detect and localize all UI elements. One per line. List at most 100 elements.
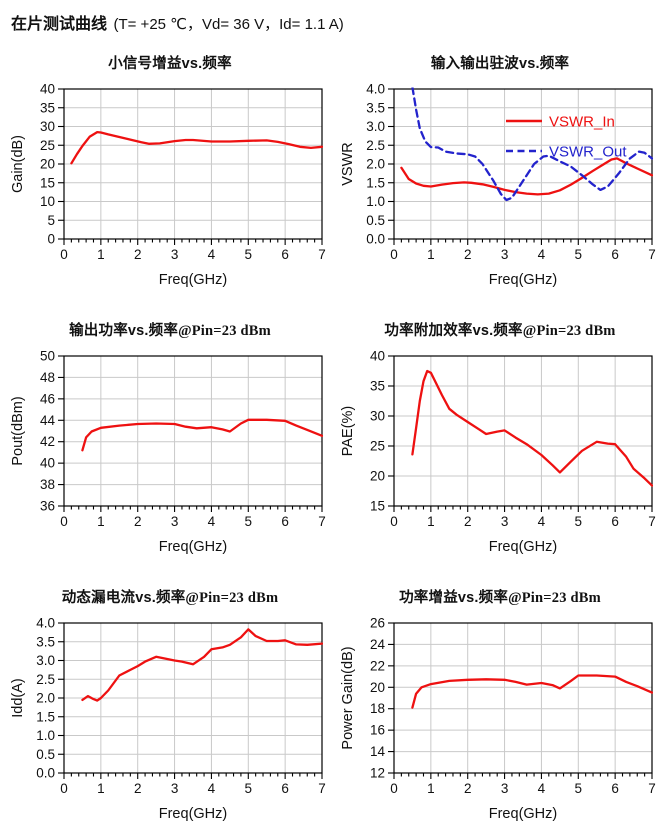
svg-text:7: 7 — [648, 781, 656, 796]
svg-text:3.5: 3.5 — [36, 634, 55, 649]
svg-text:2: 2 — [464, 514, 472, 529]
svg-text:25: 25 — [370, 439, 385, 454]
svg-text:46: 46 — [40, 391, 55, 406]
svg-text:0: 0 — [47, 232, 55, 247]
svg-text:2: 2 — [134, 247, 142, 262]
chart-idd: 动态漏电流vs.频率@Pin=23 dBm 0 1 2 3 4 5 6 7 0.0 0.5 1.0 1… — [6, 586, 334, 823]
chart-title-text: 动态漏电流vs.频率 — [61, 590, 186, 606]
svg-text:22: 22 — [370, 658, 385, 673]
chart-title-suffix: @Pin=23 dBm — [522, 323, 616, 339]
svg-text:3: 3 — [171, 514, 179, 529]
svg-text:0: 0 — [390, 247, 398, 262]
test-conditions: (T= +25 ℃，Vd= 36 V，Id= 1.1 A) — [113, 16, 344, 33]
svg-text:Pout(dBm): Pout(dBm) — [10, 396, 26, 465]
svg-text:26: 26 — [370, 616, 385, 631]
chart-title-power-gain: 功率增益vs.频率@Pin=23 dBm — [336, 586, 664, 607]
chart-title-text: 输入输出驻波vs.频率 — [430, 56, 570, 72]
svg-text:7: 7 — [318, 514, 326, 529]
svg-text:6: 6 — [611, 781, 619, 796]
svg-text:12: 12 — [370, 766, 385, 781]
svg-text:Freq(GHz): Freq(GHz) — [159, 539, 227, 555]
svg-text:1.5: 1.5 — [36, 709, 55, 724]
svg-text:5: 5 — [245, 514, 253, 529]
svg-text:30: 30 — [370, 409, 385, 424]
svg-text:Freq(GHz): Freq(GHz) — [159, 806, 227, 822]
svg-text:7: 7 — [648, 514, 656, 529]
svg-text:1.5: 1.5 — [366, 175, 385, 190]
svg-text:VSWR: VSWR — [340, 142, 356, 186]
chart-title-text: 功率附加效率vs.频率 — [384, 323, 523, 339]
svg-text:PAE(%): PAE(%) — [340, 406, 356, 457]
pae-vs-freq-plot: 0 1 2 3 4 5 6 7 15 20 25 30 35 40 Freq(GHz) PAE(%) — [340, 349, 656, 556]
svg-text:0: 0 — [60, 247, 68, 262]
svg-text:1: 1 — [427, 781, 435, 796]
svg-text:3: 3 — [501, 514, 509, 529]
chart-vswr: 输入输出驻波vs.频率 0 1 2 3 4 5 6 7 0.0 0.5 1.0 1.5 2.0 2.5 3.… — [336, 52, 664, 289]
svg-text:6: 6 — [281, 514, 289, 529]
svg-text:1: 1 — [97, 514, 105, 529]
svg-text:0.5: 0.5 — [36, 747, 55, 762]
chart-title-suffix: @Pin=23 dBm — [508, 590, 601, 606]
svg-text:38: 38 — [40, 477, 55, 492]
svg-text:50: 50 — [40, 349, 55, 364]
chart-title-suffix: @Pin=23 dBm — [185, 590, 279, 606]
chart-title-text: 功率增益vs.频率 — [399, 590, 509, 606]
svg-text:Freq(GHz): Freq(GHz) — [159, 272, 227, 288]
svg-text:10: 10 — [40, 194, 55, 209]
chart-title-pout: 输出功率vs.频率@Pin=23 dBm — [6, 319, 334, 340]
svg-text:Gain(dB): Gain(dB) — [10, 135, 26, 193]
svg-text:3.0: 3.0 — [366, 119, 385, 134]
chart-title-idd: 动态漏电流vs.频率@Pin=23 dBm — [6, 586, 334, 607]
svg-text:4.0: 4.0 — [36, 616, 55, 631]
idd-vs-freq-plot: 0 1 2 3 4 5 6 7 0.0 0.5 1.0 1.5 2.0 2.5 3.0 3.5 4.0 Freq(… — [10, 616, 326, 823]
svg-text:3: 3 — [501, 247, 509, 262]
svg-text:7: 7 — [648, 247, 656, 262]
svg-text:4: 4 — [208, 247, 216, 262]
svg-text:Power Gain(dB): Power Gain(dB) — [340, 646, 356, 749]
gain-vs-freq-plot: 0 1 2 3 4 5 6 7 0 5 10 15 20 25 30 35 40 Freq(GHz) Gain(dB… — [10, 82, 326, 289]
svg-text:0.5: 0.5 — [366, 213, 385, 228]
svg-text:5: 5 — [245, 247, 253, 262]
svg-text:35: 35 — [370, 379, 385, 394]
svg-text:7: 7 — [318, 781, 326, 796]
svg-text:VSWR_Out: VSWR_Out — [549, 144, 627, 161]
svg-text:0: 0 — [390, 781, 398, 796]
vswr-vs-freq-plot: 0 1 2 3 4 5 6 7 0.0 0.5 1.0 1.5 2.0 2.5 3.0 3.5 4.0 Freq(… — [340, 82, 656, 289]
svg-text:2: 2 — [464, 247, 472, 262]
svg-text:16: 16 — [370, 723, 385, 738]
svg-text:0: 0 — [390, 514, 398, 529]
svg-text:3: 3 — [171, 781, 179, 796]
svg-text:Freq(GHz): Freq(GHz) — [489, 272, 557, 288]
svg-text:0: 0 — [60, 514, 68, 529]
svg-text:20: 20 — [370, 680, 385, 695]
svg-text:1: 1 — [97, 781, 105, 796]
svg-text:2.5: 2.5 — [36, 672, 55, 687]
svg-text:4: 4 — [538, 514, 546, 529]
svg-text:40: 40 — [40, 456, 55, 471]
svg-text:6: 6 — [281, 781, 289, 796]
svg-text:1.0: 1.0 — [366, 194, 385, 209]
chart-title-vswr: 输入输出驻波vs.频率 — [336, 52, 664, 73]
svg-text:VSWR_In: VSWR_In — [549, 114, 615, 131]
page-title: 在片测试曲线 — [11, 16, 108, 33]
svg-text:Freq(GHz): Freq(GHz) — [489, 539, 557, 555]
svg-text:15: 15 — [40, 175, 55, 190]
svg-text:3: 3 — [171, 247, 179, 262]
svg-text:42: 42 — [40, 434, 55, 449]
page-header: 在片测试曲线 (T= +25 ℃，Vd= 36 V，Id= 1.1 A) — [6, 10, 665, 34]
svg-text:18: 18 — [370, 701, 385, 716]
svg-text:48: 48 — [40, 370, 55, 385]
svg-text:4: 4 — [208, 514, 216, 529]
svg-text:6: 6 — [611, 514, 619, 529]
svg-text:2.5: 2.5 — [366, 138, 385, 153]
svg-text:15: 15 — [370, 499, 385, 514]
svg-text:6: 6 — [611, 247, 619, 262]
svg-text:7: 7 — [318, 247, 326, 262]
chart-title-suffix: @Pin=23 dBm — [178, 323, 271, 339]
svg-text:0.0: 0.0 — [36, 766, 55, 781]
svg-text:24: 24 — [370, 637, 386, 652]
svg-text:14: 14 — [370, 744, 386, 759]
svg-text:3: 3 — [501, 781, 509, 796]
svg-text:25: 25 — [40, 138, 55, 153]
